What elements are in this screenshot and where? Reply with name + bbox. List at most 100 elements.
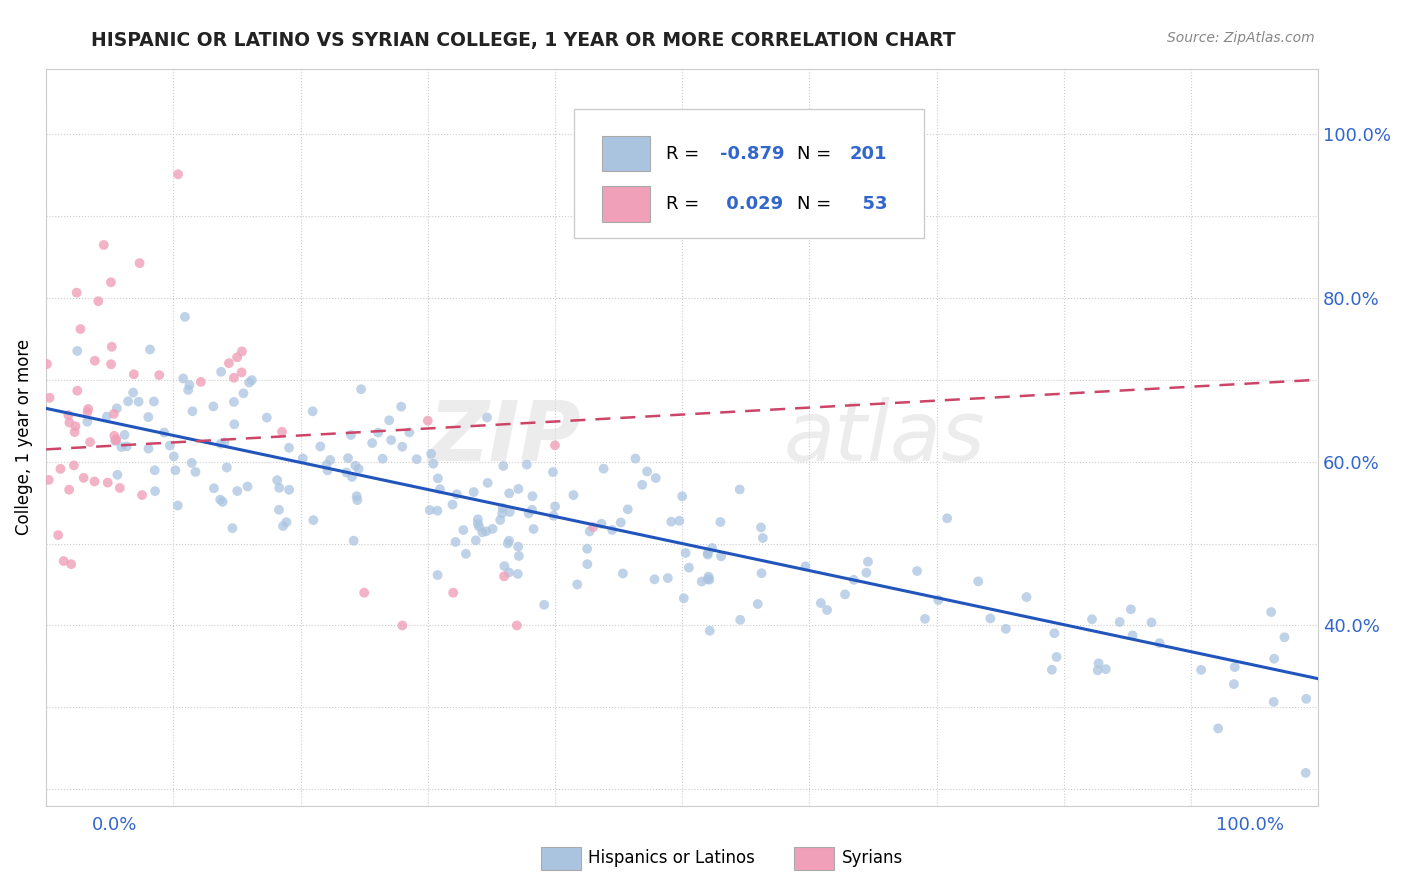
Point	[1295, 765, 1317, 780]
Point	[46, 528, 69, 542]
Point	[179, 378, 201, 392]
Point	[700, 541, 723, 555]
Point	[481, 522, 503, 536]
Point	[1081, 612, 1104, 626]
FancyBboxPatch shape	[602, 186, 651, 222]
Point	[659, 515, 682, 529]
Point	[699, 573, 721, 587]
Point	[1119, 602, 1142, 616]
Point	[420, 447, 443, 461]
Point	[180, 456, 202, 470]
Point	[644, 572, 666, 586]
Point	[1122, 628, 1144, 642]
Point	[72, 471, 94, 485]
Point	[610, 516, 633, 530]
Point	[506, 566, 529, 581]
Point	[710, 549, 733, 564]
Point	[794, 559, 817, 574]
Point	[636, 465, 658, 479]
Point	[1223, 660, 1246, 674]
Point	[1015, 590, 1038, 604]
Point	[278, 441, 301, 455]
Text: 0.0%: 0.0%	[91, 816, 136, 834]
Point	[301, 404, 323, 418]
Point	[522, 489, 544, 503]
Point	[699, 624, 721, 638]
Point	[103, 429, 125, 443]
Point	[517, 507, 540, 521]
Point	[1206, 722, 1229, 736]
Point	[202, 481, 225, 495]
Point	[398, 425, 420, 440]
Text: N =: N =	[797, 145, 837, 162]
Point	[522, 522, 544, 536]
Point	[696, 546, 718, 560]
Point	[238, 376, 260, 390]
Point	[136, 410, 159, 425]
Point	[153, 425, 176, 440]
Point	[66, 285, 89, 300]
Point	[1108, 615, 1130, 629]
Point	[815, 603, 838, 617]
Point	[498, 566, 520, 580]
Point	[104, 434, 127, 448]
Point	[165, 463, 187, 477]
Point	[38, 473, 60, 487]
Point	[1295, 691, 1317, 706]
Point	[475, 524, 498, 539]
Point	[747, 597, 769, 611]
Point	[578, 524, 600, 539]
Point	[489, 513, 512, 527]
Point	[83, 353, 105, 368]
Point	[749, 520, 772, 534]
Point	[148, 368, 170, 382]
Point	[498, 486, 520, 500]
Point	[367, 425, 389, 440]
Point	[76, 415, 98, 429]
Point	[1263, 695, 1285, 709]
Point	[752, 531, 775, 545]
Text: R =: R =	[665, 145, 704, 162]
Point	[696, 572, 718, 586]
Point	[446, 487, 468, 501]
FancyBboxPatch shape	[574, 109, 924, 238]
Point	[444, 535, 467, 549]
Point	[675, 546, 697, 560]
Point	[475, 410, 498, 425]
Point	[709, 515, 731, 529]
Point	[533, 598, 555, 612]
Point	[122, 368, 145, 382]
Point	[49, 462, 72, 476]
Point	[316, 463, 339, 477]
Point	[93, 238, 115, 252]
Point	[441, 585, 464, 599]
Point	[184, 465, 207, 479]
Point	[631, 478, 654, 492]
Point	[79, 435, 101, 450]
Point	[221, 521, 243, 535]
Point	[463, 485, 485, 500]
Point	[202, 400, 225, 414]
Point	[128, 256, 150, 270]
Point	[240, 373, 263, 387]
Point	[1040, 663, 1063, 677]
Point	[576, 557, 599, 571]
Point	[163, 450, 186, 464]
Point	[1274, 630, 1296, 644]
Point	[114, 428, 136, 442]
Point	[142, 394, 165, 409]
Point	[87, 294, 110, 309]
Point	[1043, 626, 1066, 640]
Point	[209, 365, 232, 379]
Point	[668, 514, 690, 528]
Point	[492, 501, 515, 516]
Text: Syrians: Syrians	[842, 849, 904, 867]
Point	[76, 405, 98, 419]
Point	[110, 440, 132, 454]
Point	[139, 343, 162, 357]
Point	[544, 438, 567, 452]
Point	[309, 439, 332, 453]
Point	[543, 508, 565, 523]
Point	[591, 516, 613, 531]
Point	[624, 451, 647, 466]
